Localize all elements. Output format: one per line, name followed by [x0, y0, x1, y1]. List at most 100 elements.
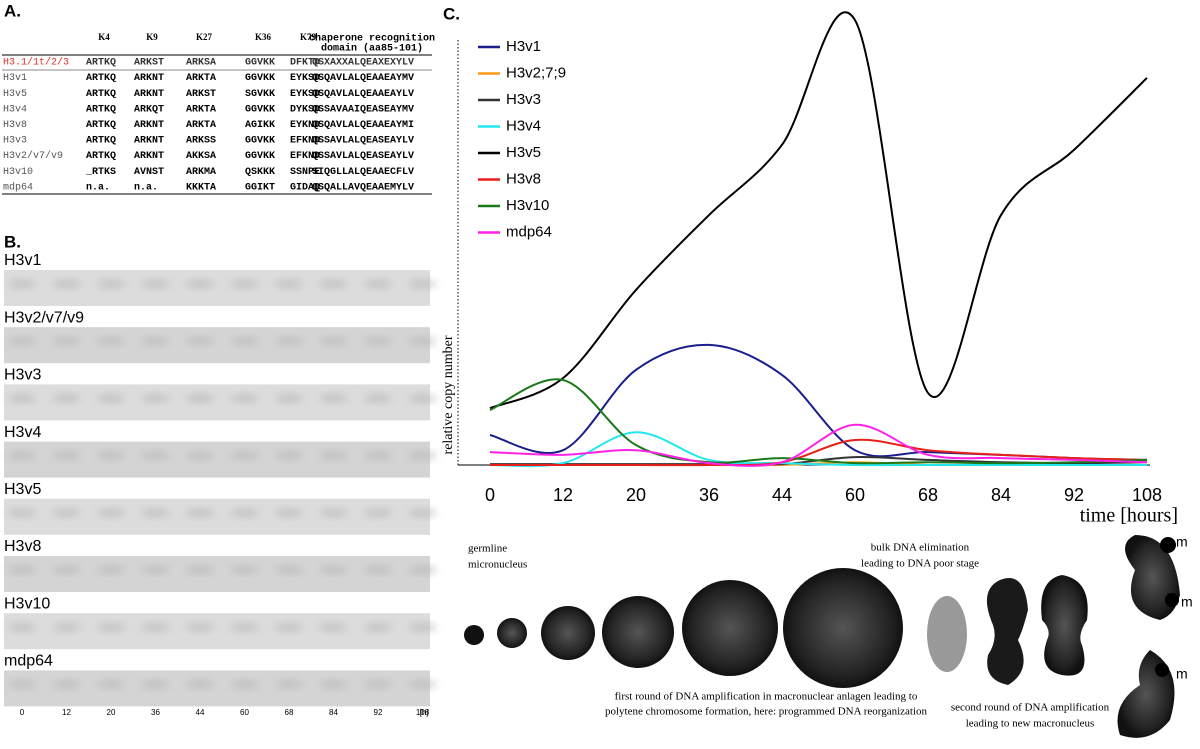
sequence: SIQGLLALQEAAECFLV	[312, 167, 414, 178]
gel-band	[319, 337, 348, 346]
legend-label: H3v2;7;9	[506, 64, 566, 81]
sequence: QSKKK	[245, 167, 275, 178]
sequence: AKKSA	[186, 151, 216, 162]
sequence: n.a.	[134, 182, 158, 193]
annotation: polytene chromosome formation, here: pro…	[605, 706, 928, 718]
gel-band	[97, 623, 125, 632]
gel-band	[230, 394, 259, 403]
sequence: ARKST	[134, 58, 164, 69]
gel-band	[408, 623, 437, 632]
sequence: GGVKK	[245, 58, 275, 69]
marker-label: m	[1181, 594, 1193, 610]
lane-label: 68	[285, 708, 294, 717]
gel-band	[364, 508, 392, 517]
gel-band	[141, 394, 170, 403]
x-tick-label: 20	[626, 485, 646, 505]
sequence: ARKNT	[134, 89, 164, 100]
annotation: leading to new macronucleus	[966, 718, 1095, 730]
x-tick-label: 92	[1064, 485, 1084, 505]
panel-label: B.	[4, 232, 21, 251]
legend-label: H3v3	[506, 91, 541, 108]
gel-band	[408, 280, 437, 288]
gel-band	[97, 680, 125, 689]
gel-band	[186, 680, 214, 689]
gel-band	[141, 623, 170, 632]
sequence: ARTKQ	[86, 136, 116, 147]
sequence: _RTKS	[85, 167, 116, 178]
gel-label: H3v3	[4, 367, 41, 384]
sequence: ARKSA	[186, 58, 216, 69]
micrographs	[464, 535, 1180, 738]
column-header: K27	[196, 32, 213, 42]
gel-band	[408, 566, 437, 574]
legend-label: H3v5	[506, 144, 541, 161]
gel-band	[186, 623, 214, 632]
marker-label: m	[1176, 534, 1188, 550]
lane-label: 44	[196, 708, 205, 717]
gel-band	[230, 280, 259, 288]
gel-band	[8, 623, 36, 632]
annotation: first round of DNA amplification in macr…	[615, 691, 918, 703]
gel-band	[8, 508, 36, 517]
sequence: DFKTD	[290, 58, 320, 69]
gel-band	[8, 451, 36, 460]
sequence: ARKTA	[186, 73, 216, 84]
gel-band	[408, 680, 437, 689]
sequence: EYKSD	[290, 89, 320, 100]
gel-band	[319, 451, 348, 460]
gel-band	[275, 394, 303, 403]
sequence: GGVKK	[245, 136, 275, 147]
sequence: QSSAVLALQEASEAYLV	[312, 151, 414, 162]
row-label: H3v10	[3, 167, 33, 178]
sequence: ARKNT	[134, 136, 164, 147]
gel-band	[97, 394, 125, 403]
sequence: EFKND	[290, 151, 320, 162]
column-header: domain (aa85-101)	[321, 43, 423, 55]
sequence: GIDAQ	[290, 182, 320, 193]
sequence: ARKNT	[134, 73, 164, 84]
x-tick-label: 44	[772, 485, 792, 505]
gel-band	[230, 680, 259, 689]
gel-band	[97, 566, 125, 574]
gel-label: H3v8	[4, 538, 41, 555]
gel-band	[141, 451, 170, 460]
y-axis-label: relative copy number	[441, 335, 456, 454]
x-tick-label: 0	[485, 485, 495, 505]
gel-band	[364, 337, 392, 346]
gel-band	[275, 623, 303, 632]
sequence: GGVKK	[245, 73, 275, 84]
sequence: ARKQT	[134, 104, 164, 115]
row-label: H3v8	[3, 120, 27, 131]
sequence: QSQAVLALQEAAEAYMI	[312, 120, 414, 131]
gel-band	[230, 566, 259, 574]
legend-label: H3v1	[506, 38, 541, 55]
sequence: GGVKK	[245, 104, 275, 115]
x-tick-label: 60	[845, 485, 865, 505]
gel-band	[97, 451, 125, 460]
lane-label: 60	[240, 708, 249, 717]
sequence: QSSAVAAIQEASEAYMV	[312, 104, 414, 115]
sequence: ARKTA	[186, 120, 216, 131]
annotation: germline	[468, 543, 507, 555]
gel-band	[319, 508, 348, 517]
lane-unit: [h]	[420, 708, 429, 717]
gel-band	[230, 508, 259, 517]
gel-band	[52, 623, 81, 632]
panel-label: A.	[4, 1, 21, 20]
gel-label: mdp64	[4, 653, 53, 670]
gel-band	[52, 566, 81, 574]
column-header: K36	[255, 32, 272, 42]
column-header: K4	[98, 32, 110, 42]
gel-band	[52, 680, 81, 689]
gel-strip	[4, 498, 430, 535]
sequence: ARKST	[186, 89, 216, 100]
legend-label: H3v10	[506, 197, 549, 214]
gel-band	[141, 680, 170, 689]
gel-band	[52, 337, 81, 346]
gel-band	[408, 337, 437, 346]
gel-band	[364, 394, 392, 403]
sequence: QSQAVLALQEAAEAYLV	[312, 89, 414, 100]
gel-band	[52, 508, 81, 517]
gel-strip	[4, 327, 430, 364]
gel-band	[52, 451, 81, 460]
